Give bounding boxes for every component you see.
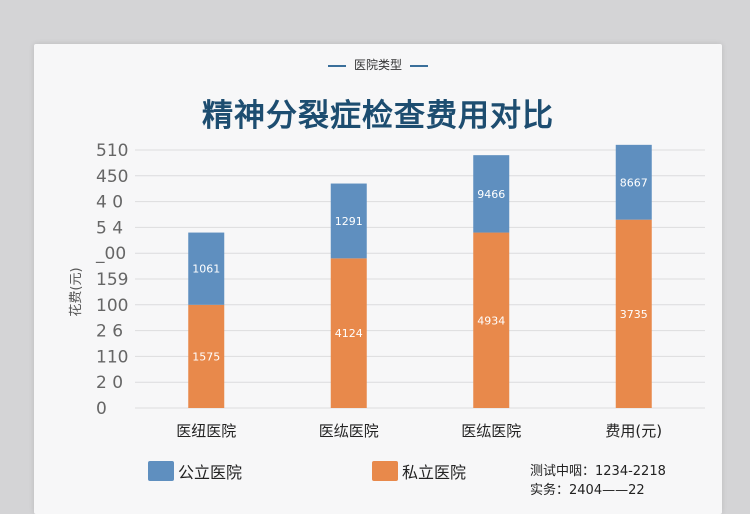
bar-public (330, 183, 367, 259)
bar-private (330, 258, 367, 408)
bar-label-private: 4934 (477, 314, 505, 327)
bar-label-public: 1291 (335, 215, 363, 228)
y-tick-label: 2 6 (96, 322, 123, 342)
y-tick-label: 159 (96, 270, 128, 290)
bar-label-public: 1061 (192, 263, 220, 276)
chart-tag: 医院类型 (34, 56, 722, 73)
bar-chart: 0 2 0 110 2 6 100 159 _00 5 4 4 0 450 510 花费(元) 1575… (68, 141, 705, 440)
bar-private (473, 232, 510, 408)
y-tick-label: 110 (96, 347, 128, 367)
info-line-2: 实务：2404——22 (530, 483, 645, 498)
y-tick-label: 100 (96, 296, 128, 316)
tag-dash-right (410, 64, 428, 67)
chart-title: 精神分裂症检查费用对比 (202, 98, 554, 134)
legend-item-public: 公立医院 (148, 460, 242, 482)
legend-swatch-public (148, 461, 174, 481)
tag-label: 医院类型 (353, 58, 402, 72)
y-tick-label: 450 (96, 167, 128, 187)
info-block: 测试中咽：1234-2218 实务：2404——22 (530, 462, 720, 500)
y-tick-label: _00 (95, 244, 126, 264)
y-tick-label: 5 4 (96, 218, 123, 238)
y-tick-label: 2 0 (96, 373, 123, 393)
y-axis-label: 花费(元) (68, 267, 84, 316)
x-tick-label: 医纽医院 (176, 422, 236, 440)
legend-label-public: 公立医院 (178, 463, 243, 482)
legend-item-private: 私立医院 (372, 460, 466, 482)
bar-private (615, 219, 652, 408)
bar-label-public: 9466 (477, 188, 505, 201)
bar-public (473, 155, 510, 233)
bar-public (615, 144, 652, 220)
bar-label-private: 4124 (335, 327, 363, 340)
bar-label-public: 8667 (620, 176, 648, 189)
y-tick-label: 4 0 (96, 193, 123, 213)
y-tick-label: 510 (96, 141, 128, 161)
x-tick-label: 医纮医院 (461, 422, 521, 440)
legend-label-private: 私立医院 (402, 463, 467, 482)
y-tick-label: 0 (96, 399, 107, 419)
bar-public (188, 232, 225, 305)
info-line-1: 测试中咽：1234-2218 (530, 464, 666, 479)
bar-label-private: 1575 (192, 350, 220, 363)
x-tick-label: 费用(元) (605, 422, 662, 440)
bar-label-private: 3735 (620, 308, 648, 321)
x-tick-label: 医纮医院 (319, 422, 379, 440)
bar-private (188, 304, 225, 408)
tag-dash-left (327, 64, 346, 67)
legend-swatch-private (372, 461, 398, 481)
